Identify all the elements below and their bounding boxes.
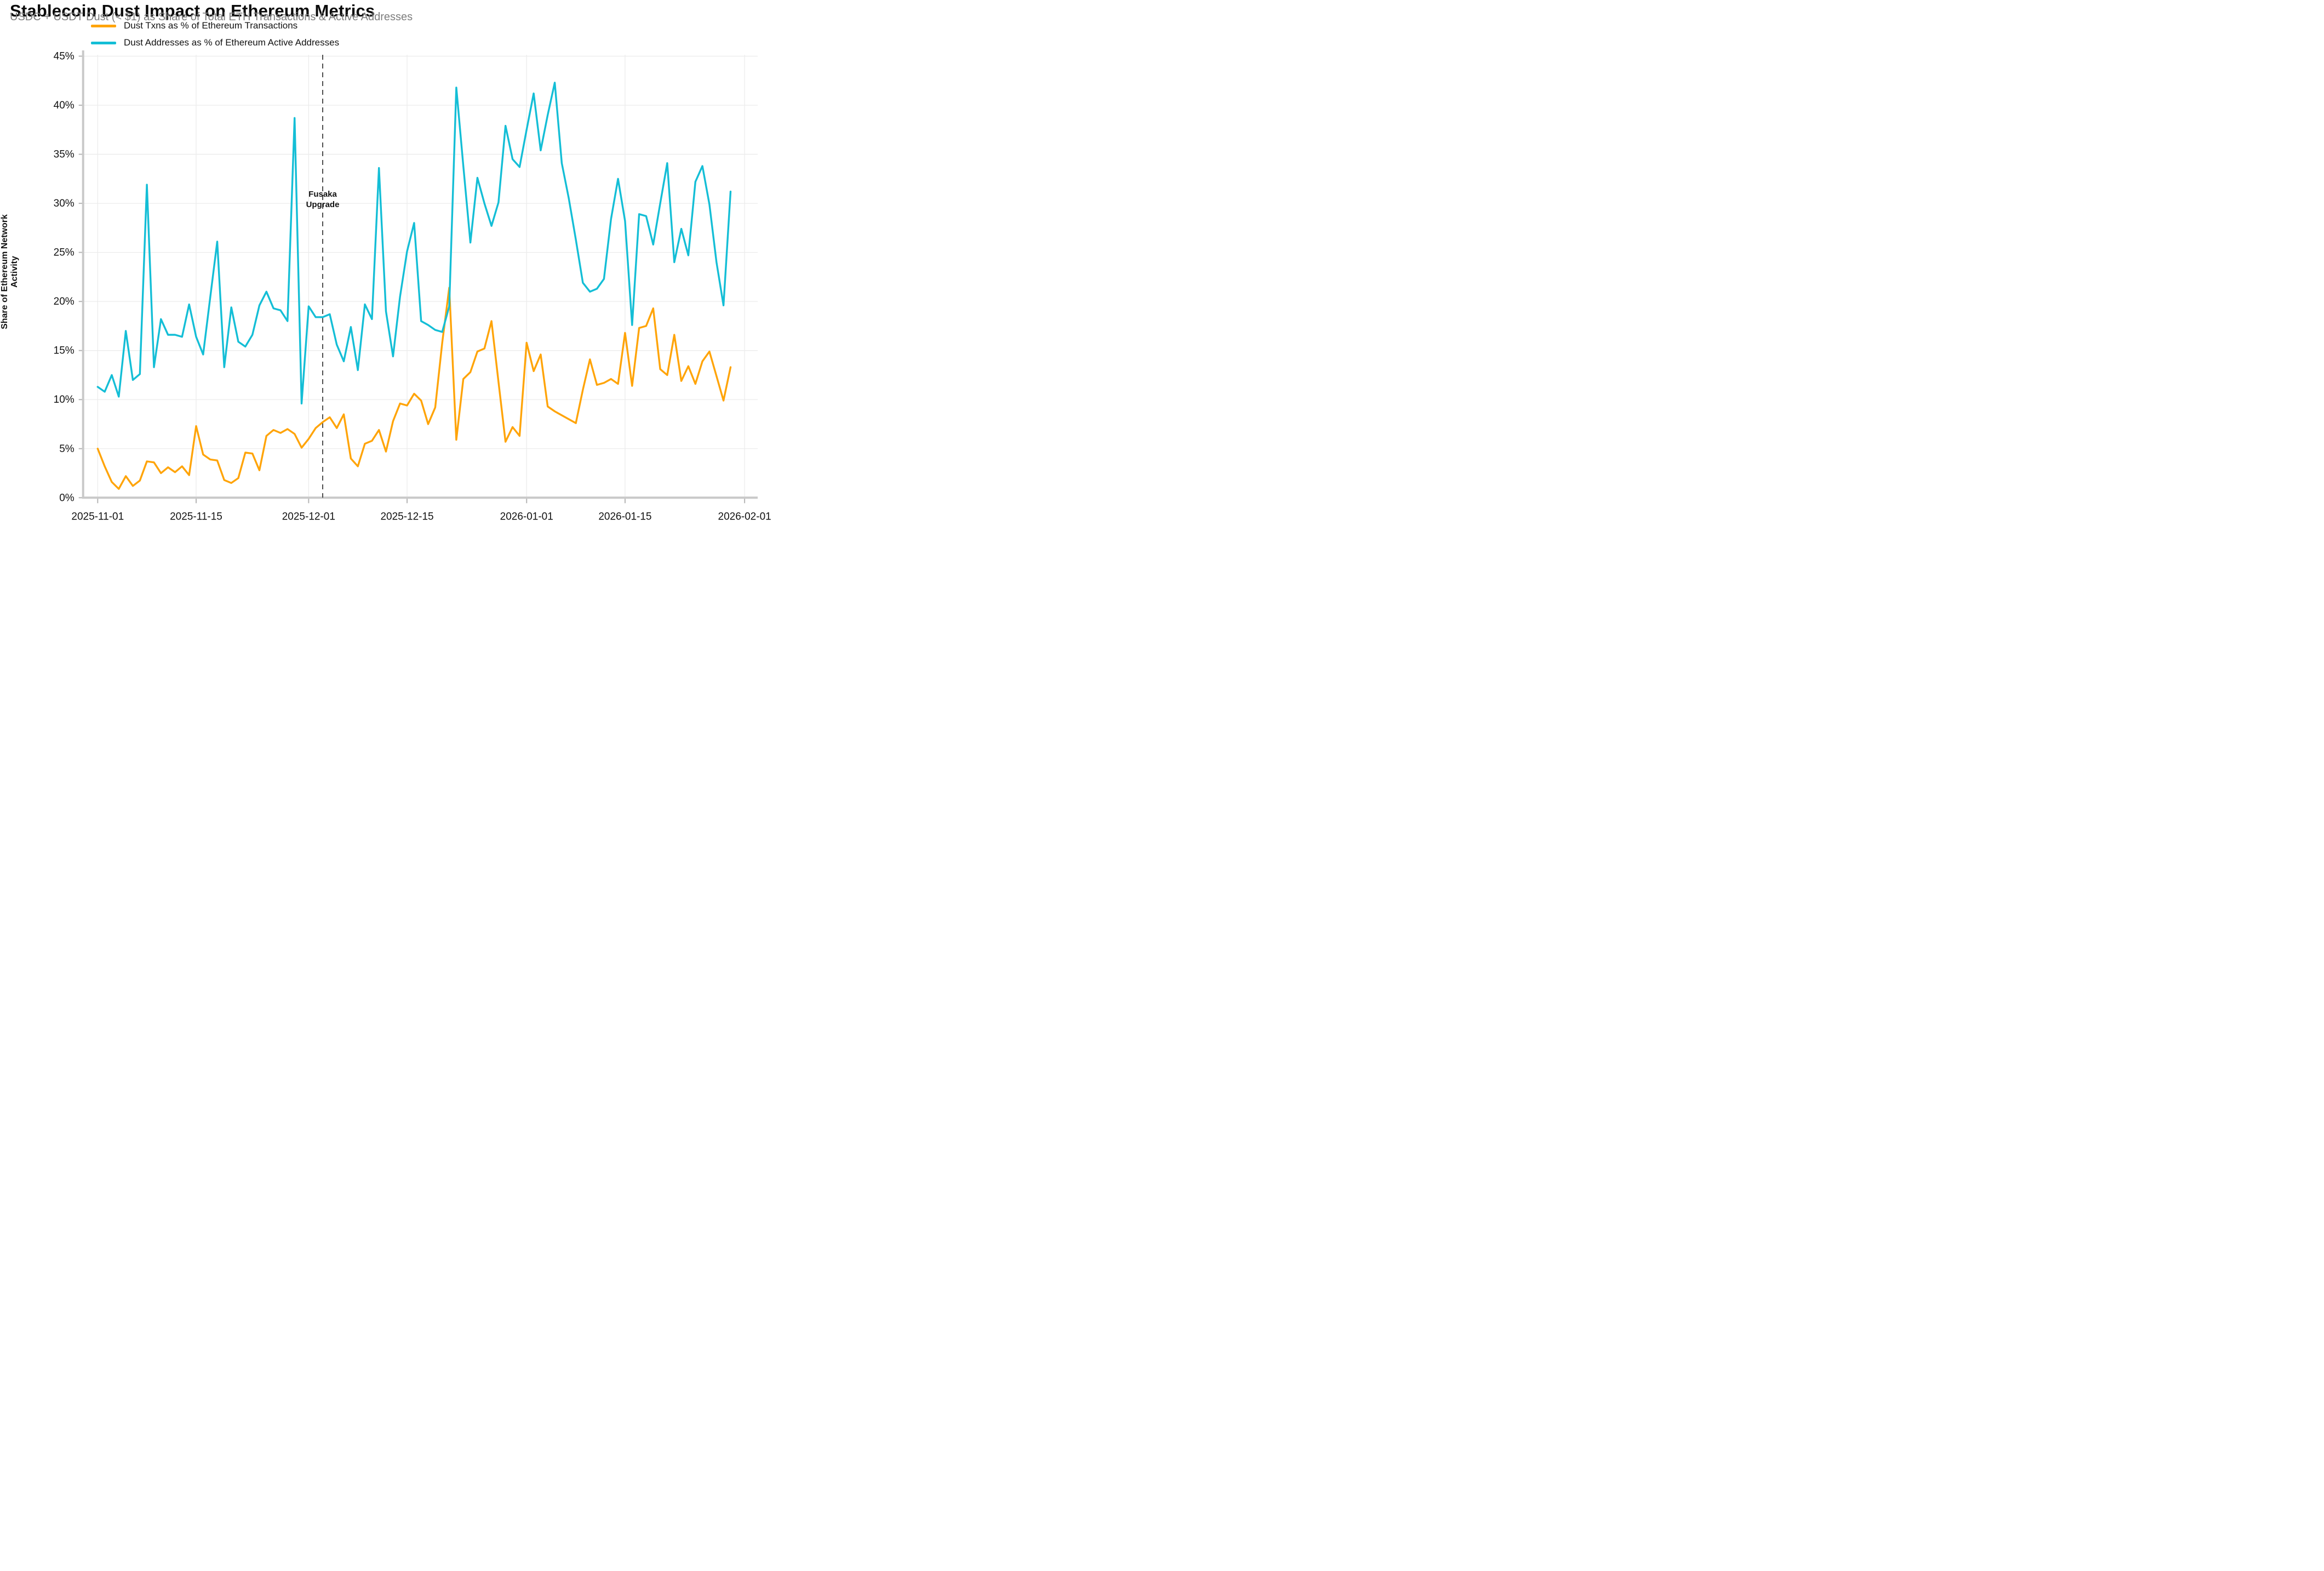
y-tick-label: 0% xyxy=(59,492,75,504)
dust-addresses-line xyxy=(96,82,732,405)
dust-addresses-swatch xyxy=(91,41,116,44)
dust-addresses-label: Dust Addresses as % of Ethereum Active A… xyxy=(124,37,340,48)
x-tick-label: 2026-01-01 xyxy=(500,511,553,522)
dust-txns-label: Dust Txns as % of Ethereum Transactions xyxy=(124,20,298,31)
y-tick-label: 10% xyxy=(54,394,75,405)
x-tick-label: 2025-12-01 xyxy=(282,511,335,522)
legend-item-dust-txns: Dust Txns as % of Ethereum Transactions xyxy=(91,20,339,32)
chart-subtitle: USDC + USDT Dust (< $1) as Share of Tota… xyxy=(10,11,413,23)
chart-title: Stablecoin Dust Impact on Ethereum Metri… xyxy=(10,1,375,20)
fusaka-annotation-label: Fusaka Upgrade xyxy=(306,189,340,209)
y-tick-label: 15% xyxy=(54,345,75,357)
y-tick-label: 5% xyxy=(59,443,75,455)
legend-item-dust-addresses: Dust Addresses as % of Ethereum Active A… xyxy=(91,37,339,49)
y-tick-label: 40% xyxy=(54,100,75,111)
x-tick-label: 2026-02-01 xyxy=(718,511,771,522)
y-tick-label: 30% xyxy=(54,198,75,209)
y-tick-label: 45% xyxy=(54,50,75,62)
y-tick-label: 20% xyxy=(54,296,75,307)
x-tick-label: 2025-11-15 xyxy=(170,511,222,522)
x-tick-label: 2026-01-15 xyxy=(598,511,651,522)
y-tick-label: 35% xyxy=(54,149,75,161)
dust-txns-swatch xyxy=(91,24,116,27)
legend: Dust Txns as % of Ethereum Transactions … xyxy=(91,20,339,49)
x-tick-label: 2025-12-15 xyxy=(380,511,433,522)
x-tick-label: 2025-11-01 xyxy=(71,511,124,522)
dust-txns-line xyxy=(96,287,732,490)
chart-canvas: Stablecoin Dust Impact on Ethereum Metri… xyxy=(0,0,775,524)
plot-area: 0% 5% 10% 15% 20% 25% 30% 35% 40% 45% 2025-11-01 20… xyxy=(54,50,771,522)
y-tick-label: 25% xyxy=(54,247,75,259)
